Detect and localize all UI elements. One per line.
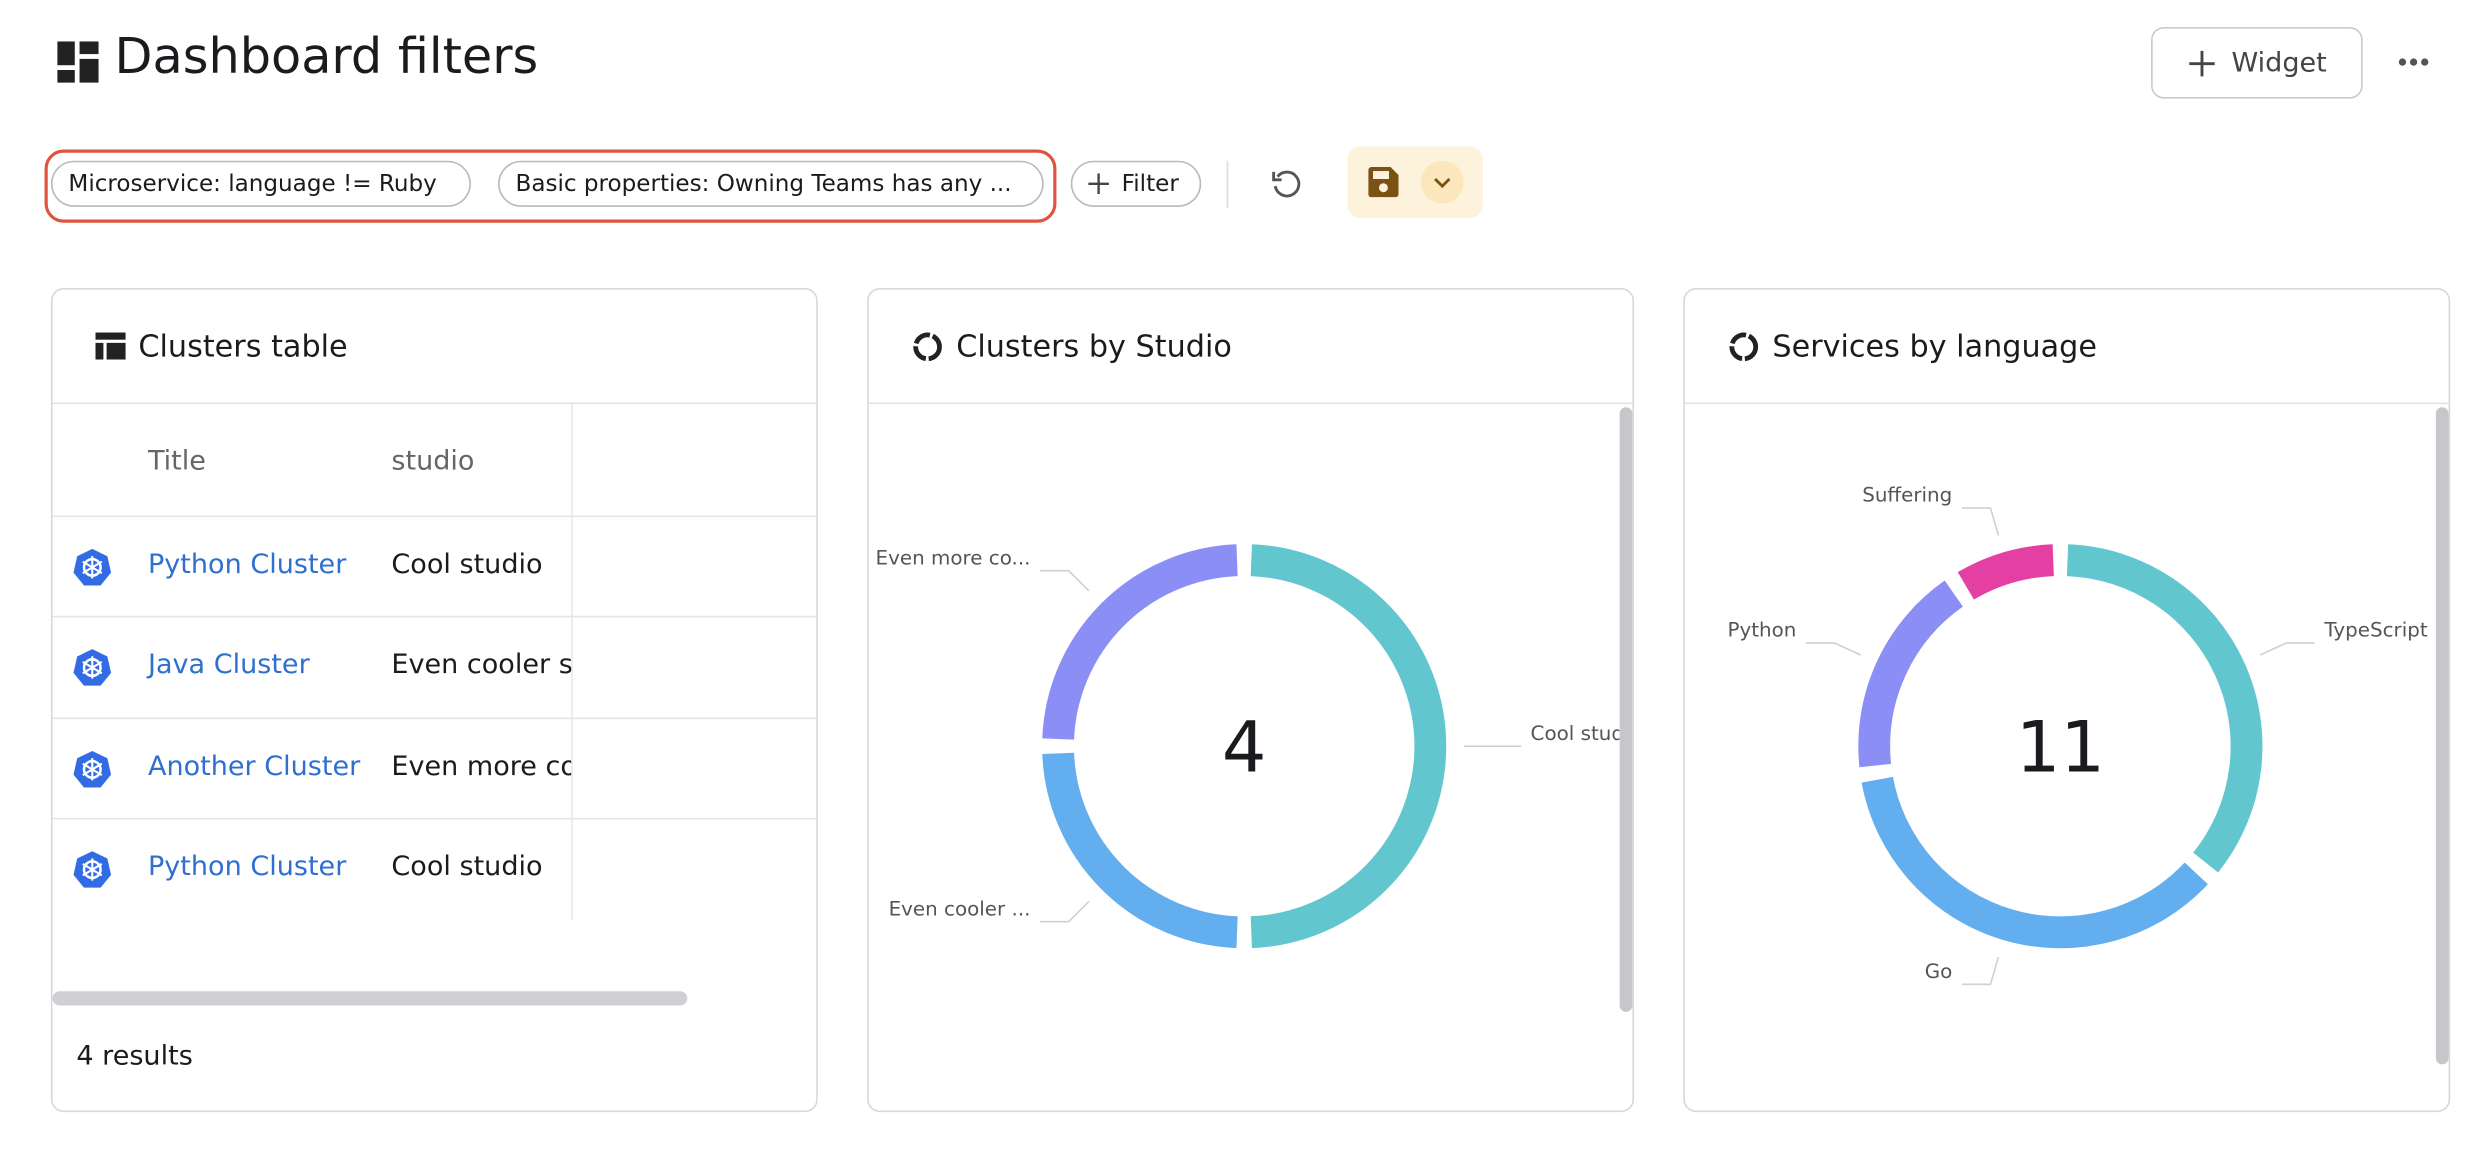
segment-label: Go [1925,960,1953,983]
add-widget-button[interactable]: Widget [2151,27,2363,99]
donut-chart: Cool studio Even cooler ... Even more co..… [876,544,1620,949]
cluster-link[interactable]: Another Cluster [147,750,361,783]
dashboard-icon [57,41,99,83]
donut-total: 4 [1222,707,1267,789]
studio-cell: Cool studio [391,851,543,883]
more-menu[interactable] [2398,57,2430,67]
cluster-link[interactable]: Python Cluster [147,548,347,581]
table-row: Python Cluster Cool studio [52,515,817,617]
filter-chip-label: Microservice: language != Ruby [68,171,437,197]
segment-label: Python [1728,619,1797,642]
result-count: 4 results [76,1040,193,1073]
donut-segment [1042,544,1238,740]
cluster-link[interactable]: Python Cluster [147,851,347,883]
donut-total: 11 [2016,707,2105,789]
icon-spokes [82,858,103,881]
donut-segment [2066,544,2263,873]
column-header: studio [391,445,475,478]
donut-segment [1042,752,1238,949]
add-widget-label: Widget [2231,46,2327,79]
donut-segment [1250,544,1447,949]
leader-line [1040,569,1090,592]
leader-line [1961,507,2000,536]
cluster-link[interactable]: Java Cluster [147,649,310,682]
donut-segment [1861,776,2208,949]
donut-chart: TypeScript Go Python Suffering 11 [1728,484,2428,986]
table-row: Python Cluster Cool studio [52,817,817,920]
leader-line [1805,642,1861,656]
table-icon [95,332,126,360]
table-row: Java Cluster Even cooler st [52,616,817,718]
donut-icon [913,331,942,361]
leader-line [1961,956,2000,986]
widget-title: Clusters by Studio [956,328,1232,364]
widget-header: Clusters table [52,290,817,405]
icon-spokes [82,757,103,780]
leader-line [1040,900,1090,923]
table-row: Another Cluster Even more co [52,716,817,819]
donut-segment [1858,580,1964,768]
scrollbar[interactable] [2435,407,2449,1065]
icon-spokes [82,656,103,680]
segment-label: Cool studio [1531,722,1620,745]
save-options[interactable] [1420,160,1464,204]
widget-header: Services by language [1684,290,2449,405]
donut-segment [1957,544,2055,600]
studio-cell: Even cooler st [391,649,572,682]
studio-cell: Cool studio [391,548,543,581]
save-button[interactable] [1368,167,1399,198]
page-title: Dashboard filters [114,28,539,86]
studio-cell: Even more co [391,750,572,783]
kubernetes-icon [73,649,112,687]
save-button-group [1347,146,1483,218]
divider [1226,160,1229,209]
add-filter-label: Filter [1121,171,1179,197]
segment-label: TypeScript [2323,619,2428,642]
scrollbar[interactable] [52,991,688,1006]
donut-icon [1729,331,1759,361]
filter-chip[interactable]: Basic properties: Owning Teams has any .… [497,160,1044,207]
plus-icon [2188,50,2215,76]
kubernetes-icon [73,851,112,888]
widget-title: Services by language [1772,328,2097,364]
segment-label: Suffering [1862,484,1952,507]
column-header: Title [147,445,206,478]
kubernetes-icon [73,548,112,586]
segment-label: Even cooler ... [889,897,1031,920]
filter-chip-label: Basic properties: Owning Teams has any .… [515,171,1012,197]
chart-widget: Clusters by Studio Cool studio Even coole… [867,287,1634,1113]
icon-spokes [82,556,103,579]
filter-highlight [44,149,1057,223]
chart-widget: Services by language TypeScript Go Python S… [1683,287,2451,1113]
reset-button[interactable] [1271,169,1303,201]
segment-label: Even more co... [876,546,1031,569]
add-filter-button[interactable]: Filter [1070,160,1202,207]
widget-title: Clusters table [138,328,348,364]
leader-line [2259,642,2315,656]
widget-header: Clusters by Studio [868,290,1633,405]
scrollbar[interactable] [1619,407,1633,1012]
column-separator [571,404,573,920]
table-widget: Clusters table Title studio Python Clust… [50,287,818,1113]
plus-icon [1088,173,1109,195]
filter-chip[interactable]: Microservice: language != Ruby [50,160,471,207]
kubernetes-icon [73,750,112,787]
